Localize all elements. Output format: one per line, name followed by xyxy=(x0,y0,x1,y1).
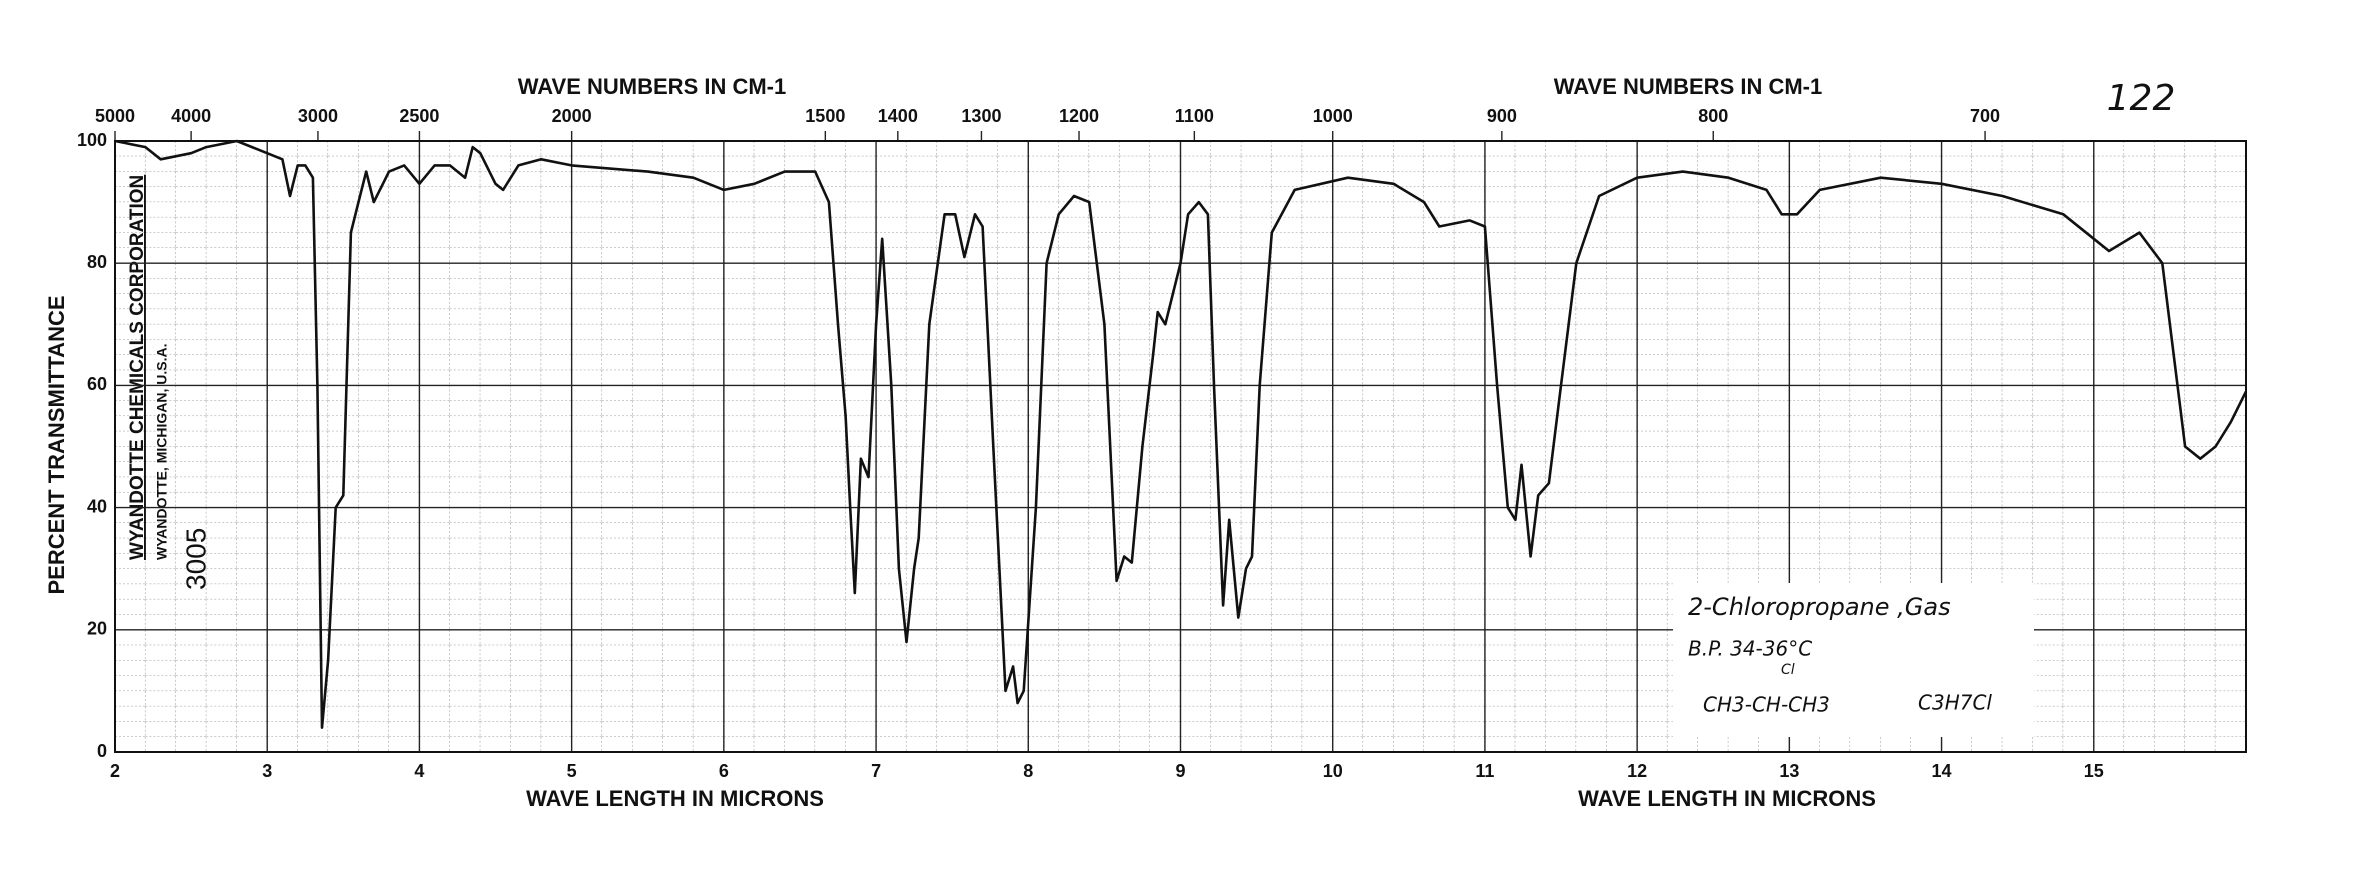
x-tick-label: 12 xyxy=(1627,761,1647,781)
top-tick-label: 800 xyxy=(1698,106,1728,126)
annotation-text: Cl xyxy=(1781,662,1795,678)
top-tick-label: 3000 xyxy=(298,106,338,126)
top-tick-label: 1400 xyxy=(878,106,918,126)
x-tick-label: 15 xyxy=(2084,761,2104,781)
stamp-line: WYANDOTTE CHEMICALS CORPORATION xyxy=(127,175,148,560)
stamp-line: WYANDOTTE, MICHIGAN, U.S.A. xyxy=(154,344,170,561)
x-tick-label: 8 xyxy=(1023,761,1033,781)
x-tick-label: 7 xyxy=(871,761,881,781)
top-tick-label: 1100 xyxy=(1175,106,1214,126)
annotation-background xyxy=(1673,583,2034,737)
x-tick-label: 3 xyxy=(262,761,272,781)
y-tick-label: 20 xyxy=(87,619,107,639)
y-tick-label: 60 xyxy=(87,374,107,394)
x-tick-label: 10 xyxy=(1323,761,1343,781)
y-tick-label: 40 xyxy=(87,496,107,516)
top-tick-label: 5000 xyxy=(95,106,135,126)
stamp: WYANDOTTE CHEMICALS CORPORATION WYANDOTT… xyxy=(127,175,211,590)
y-tick-label: 0 xyxy=(97,741,107,761)
x-tick-label: 13 xyxy=(1779,761,1799,781)
page-number: 122 xyxy=(2107,78,2176,119)
x-tick-label: 4 xyxy=(414,761,424,781)
x-tick-label: 6 xyxy=(719,761,729,781)
x-axis-label: WAVE LENGTH IN MICRONS xyxy=(526,786,824,811)
annotation-text: B.P. 34-36°C xyxy=(1688,637,1812,661)
x-axis-label: WAVE LENGTH IN MICRONS xyxy=(1578,786,1876,811)
x-tick-label: 9 xyxy=(1175,761,1185,781)
top-tick-label: 1000 xyxy=(1313,106,1353,126)
x-tick-label: 2 xyxy=(110,761,120,781)
y-axis-label: PERCENT TRANSMITTANCE xyxy=(44,295,69,594)
top-tick-label: 2000 xyxy=(552,106,592,126)
annotation-text: 2-Chloropropane ,Gas xyxy=(1688,593,1951,621)
y-tick-label: 80 xyxy=(87,252,107,272)
top-tick-label: 1200 xyxy=(1059,106,1099,126)
spectrum-line xyxy=(114,139,2248,729)
x-tick-label: 11 xyxy=(1475,761,1494,781)
annotation-box: 2-Chloropropane ,Gas B.P. 34-36°C Cl CH3… xyxy=(1673,583,2034,737)
x-tick-label: 5 xyxy=(567,761,577,781)
top-axis-label: WAVE NUMBERS IN CM-1 xyxy=(518,74,787,99)
top-tick-label: 4000 xyxy=(171,106,211,126)
top-tick-label: 1500 xyxy=(805,106,845,126)
stamp-line: 3005 xyxy=(180,528,211,590)
annotation-text: CH3-CH-CH3 xyxy=(1703,693,1830,717)
top-axis-label: WAVE NUMBERS IN CM-1 xyxy=(1554,74,1823,99)
top-tick-label: 2500 xyxy=(399,106,439,126)
annotation-text: C3H7Cl xyxy=(1918,691,1992,715)
top-tick-label: 900 xyxy=(1487,106,1517,126)
y-tick-label: 100 xyxy=(77,130,107,150)
x-tick-label: 14 xyxy=(1932,761,1952,781)
top-tick-label: 700 xyxy=(1970,106,2000,126)
top-tick-label: 1300 xyxy=(961,106,1001,126)
plot-frame xyxy=(114,140,2247,753)
